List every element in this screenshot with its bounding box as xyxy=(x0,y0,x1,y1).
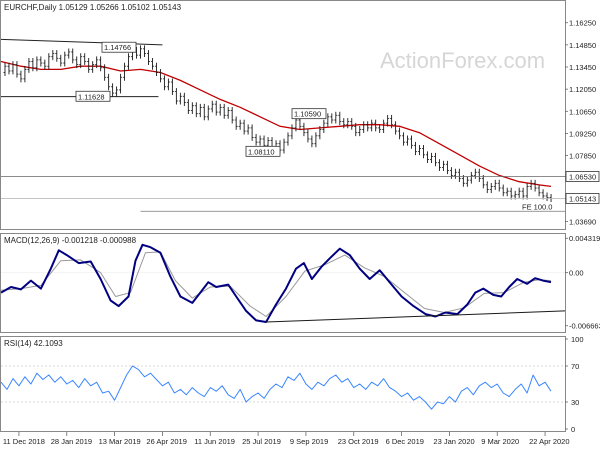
price-y-tick-label: 1.12050 xyxy=(569,85,596,94)
x-axis-label: 23 Jan 2020 xyxy=(433,437,474,446)
price-candles xyxy=(3,45,553,202)
price-annotation-label: 1.08110 xyxy=(248,147,275,156)
rsi-panel-frame xyxy=(0,336,566,432)
macd-panel-frame xyxy=(0,233,566,333)
price-panel-frame xyxy=(0,0,566,230)
price-y-tick-label: 1.09250 xyxy=(569,129,596,138)
macd-series-macd xyxy=(0,243,552,323)
price-y-tick-label: 1.07850 xyxy=(569,152,596,161)
price-y-axis: 1.16250 1.14850 1.13450 1.12050 1.10650 1.092… xyxy=(565,19,600,226)
price-annotation-box xyxy=(101,41,137,53)
price-y-tick-box xyxy=(565,171,600,182)
rsi-y-axis: 100 70 30 0 xyxy=(565,335,584,434)
x-axis-label: 22 Apr 2020 xyxy=(529,437,569,446)
watermark: ActionForex.com xyxy=(380,48,545,73)
macd-panel: MACD(12,26,9) -0.001218 -0.000988 0.0043… xyxy=(0,233,600,333)
price-annotation-label: 1.14766 xyxy=(104,43,131,52)
rsi-title: RSI(14) 42.1093 xyxy=(4,339,63,348)
x-axis-label: 25 Jul 2019 xyxy=(242,437,281,446)
price-y-tick-label: 1.06530 xyxy=(569,172,596,181)
x-axis-label: 13 Mar 2019 xyxy=(99,437,141,446)
price-title: EURCHF,Daily 1.05129 1.05266 1.05102 1.0… xyxy=(4,3,182,12)
price-y-tick-label: 1.16250 xyxy=(569,19,596,28)
x-axis-label: 11 Dec 2018 xyxy=(3,437,45,446)
price-annotations: 1.14766 1.11628 1.10590 1.08110 FE 100.0 xyxy=(0,38,565,212)
price-y-tick-box xyxy=(565,193,600,204)
rsi-y-tick-label: 30 xyxy=(571,398,579,407)
x-axis-label: 6 Dec 2019 xyxy=(386,437,424,446)
price-annotation-box xyxy=(245,145,281,157)
price-y-tick-label: 1.10650 xyxy=(569,107,596,116)
price-annotation-box xyxy=(75,90,111,102)
rsi-series xyxy=(0,365,552,410)
macd-series-trendline xyxy=(266,310,566,323)
price-y-tick-label: 1.05143 xyxy=(569,194,596,203)
x-axis-label: 28 Jan 2019 xyxy=(51,437,92,446)
macd-y-tick-label: 0.00 xyxy=(569,269,584,278)
price-y-tick-label: 1.03690 xyxy=(569,217,596,226)
moving-average-path xyxy=(0,60,552,188)
rsi-y-tick-label: 70 xyxy=(571,362,579,371)
price-annotation-label: 1.10590 xyxy=(294,110,321,119)
price-annotation-box xyxy=(291,108,327,120)
x-axis-label: 26 Apr 2019 xyxy=(146,437,186,446)
x-axis-label: 23 Oct 2019 xyxy=(338,437,379,446)
price-y-tick-label: 1.14850 xyxy=(569,41,596,50)
moving-average-line xyxy=(0,60,552,188)
price-annotation-label: 1.11628 xyxy=(78,92,105,101)
macd-title: MACD(12,26,9) -0.001218 -0.000988 xyxy=(4,236,137,245)
price-panel: ActionForex.com EURCHF,Daily 1.05129 1.0… xyxy=(0,0,600,230)
price-y-tick-label: 1.13450 xyxy=(569,63,596,72)
fe-label: FE 100.0 xyxy=(522,202,552,211)
rsi-y-tick-label: 100 xyxy=(571,335,584,344)
x-axis-label: 9 Sep 2019 xyxy=(290,437,328,446)
x-axis: 11 Dec 2018 28 Jan 2019 13 Mar 2019 26 Apr … xyxy=(3,432,570,446)
rsi-panel: RSI(14) 42.1093 100 70 30 0 xyxy=(0,335,584,434)
rsi-y-tick-label: 0 xyxy=(571,425,575,434)
macd-y-axis: 0.004319 0.00 -0.006663 xyxy=(565,234,600,331)
rsi-lines xyxy=(0,365,565,410)
x-axis-label: 11 Jun 2019 xyxy=(194,437,235,446)
macd-y-tick-label: -0.006663 xyxy=(569,322,600,331)
macd-lines xyxy=(0,243,566,323)
x-axis-label: 9 Mar 2020 xyxy=(481,437,519,446)
macd-y-tick-label: 0.004319 xyxy=(569,234,600,243)
